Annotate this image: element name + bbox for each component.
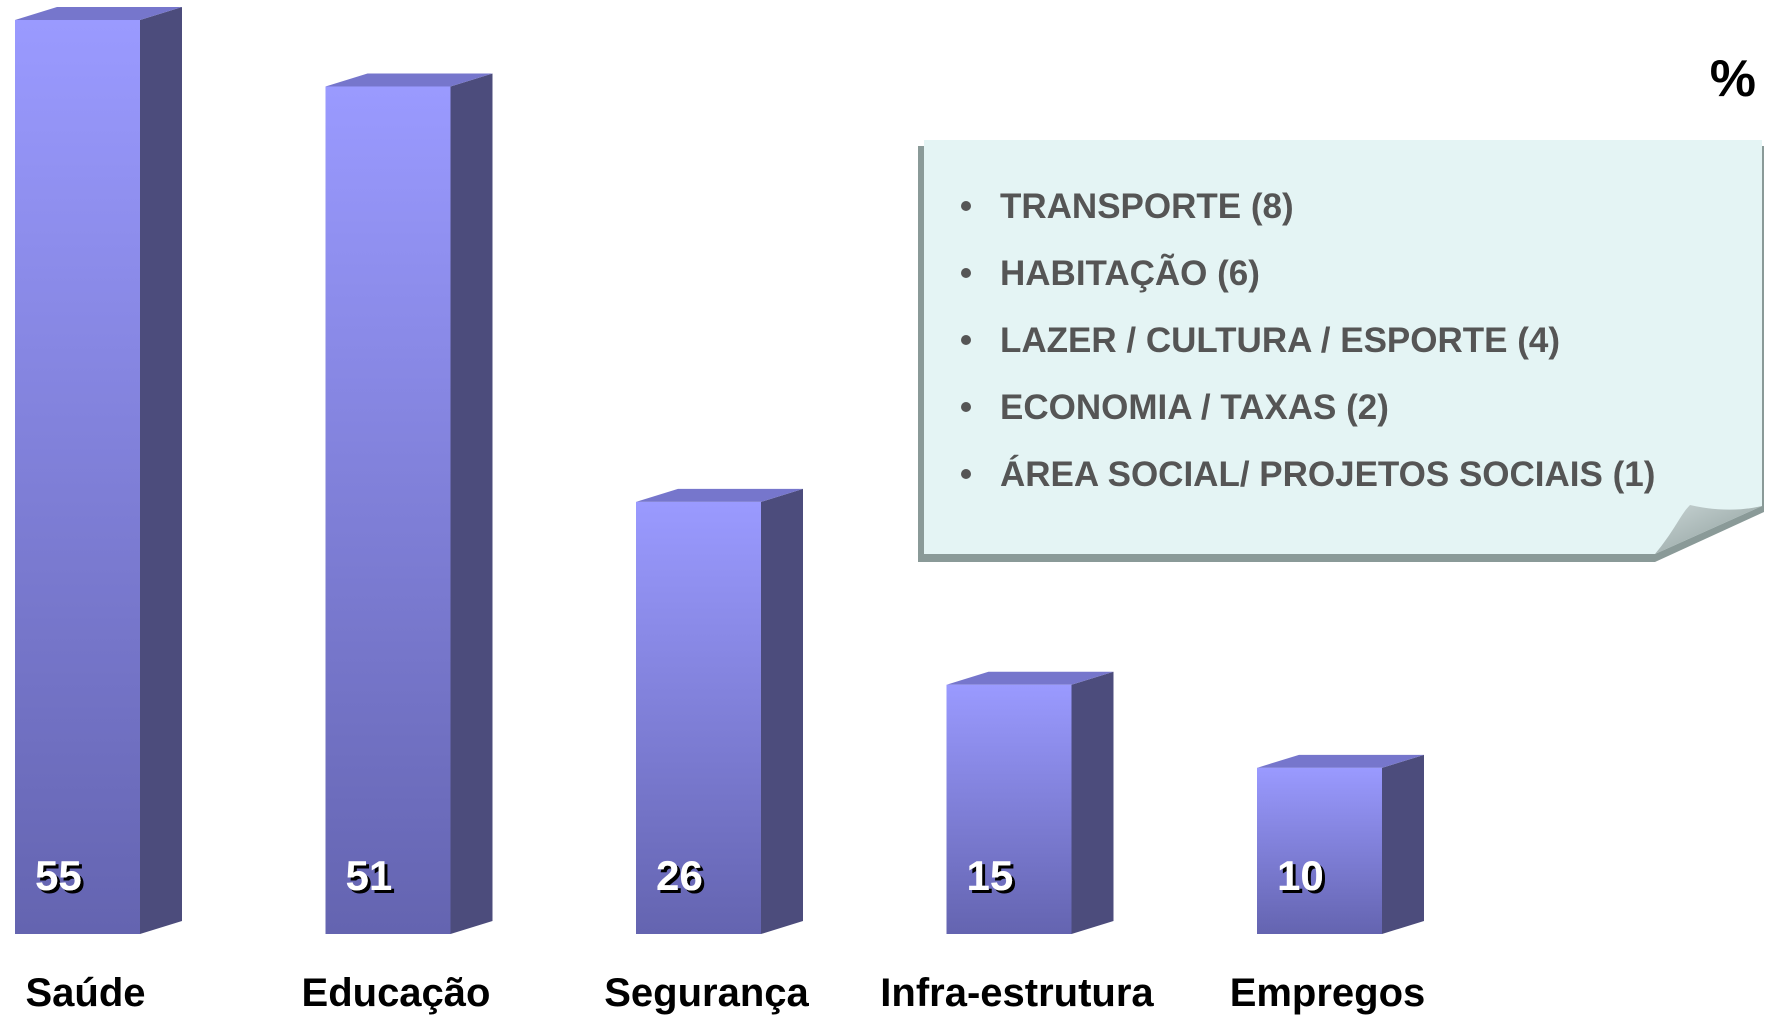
- bar-side: [1382, 754, 1424, 934]
- value-label: 26: [656, 852, 703, 899]
- bullet: [961, 469, 971, 479]
- x-tick-label: Infra-estrutura: [880, 971, 1154, 1015]
- bullet: [961, 402, 971, 412]
- note-item: LAZER / CULTURA / ESPORTE (4): [1000, 321, 1560, 360]
- bar: [636, 501, 761, 934]
- note-box: [918, 140, 1764, 562]
- note-item: ECONOMIA / TAXAS (2): [1000, 388, 1389, 427]
- bar-side: [140, 7, 182, 934]
- bar: [946, 684, 1072, 934]
- bar-top: [15, 7, 182, 20]
- bullet: [961, 201, 971, 211]
- bar: [1257, 767, 1382, 934]
- x-tick-label: Saúde: [25, 971, 145, 1015]
- value-label: 15: [967, 852, 1014, 899]
- value-label: 55: [35, 852, 82, 899]
- x-tick-label: Educação: [302, 971, 491, 1015]
- bar-top: [636, 488, 803, 502]
- note-item: HABITAÇÃO (6): [1000, 254, 1260, 293]
- value-label: 10: [1277, 852, 1324, 899]
- bar: [15, 20, 140, 934]
- value-label: 51: [346, 852, 393, 899]
- bar-top: [1257, 754, 1424, 768]
- x-tick-label: Empregos: [1230, 971, 1426, 1015]
- bar-side: [450, 73, 493, 935]
- bar-top: [946, 671, 1114, 685]
- note-item: ÁREA SOCIAL/ PROJETOS SOCIAIS (1): [1000, 454, 1655, 494]
- bar-side: [761, 488, 803, 934]
- x-tick-label: Segurança: [604, 971, 809, 1015]
- note-item: TRANSPORTE (8): [1000, 187, 1294, 226]
- bar-side: [1071, 671, 1114, 934]
- bullet: [961, 335, 971, 345]
- unit-label: %: [1710, 50, 1756, 108]
- bullet: [961, 268, 971, 278]
- bar-top: [325, 73, 493, 87]
- bar: [325, 86, 451, 935]
